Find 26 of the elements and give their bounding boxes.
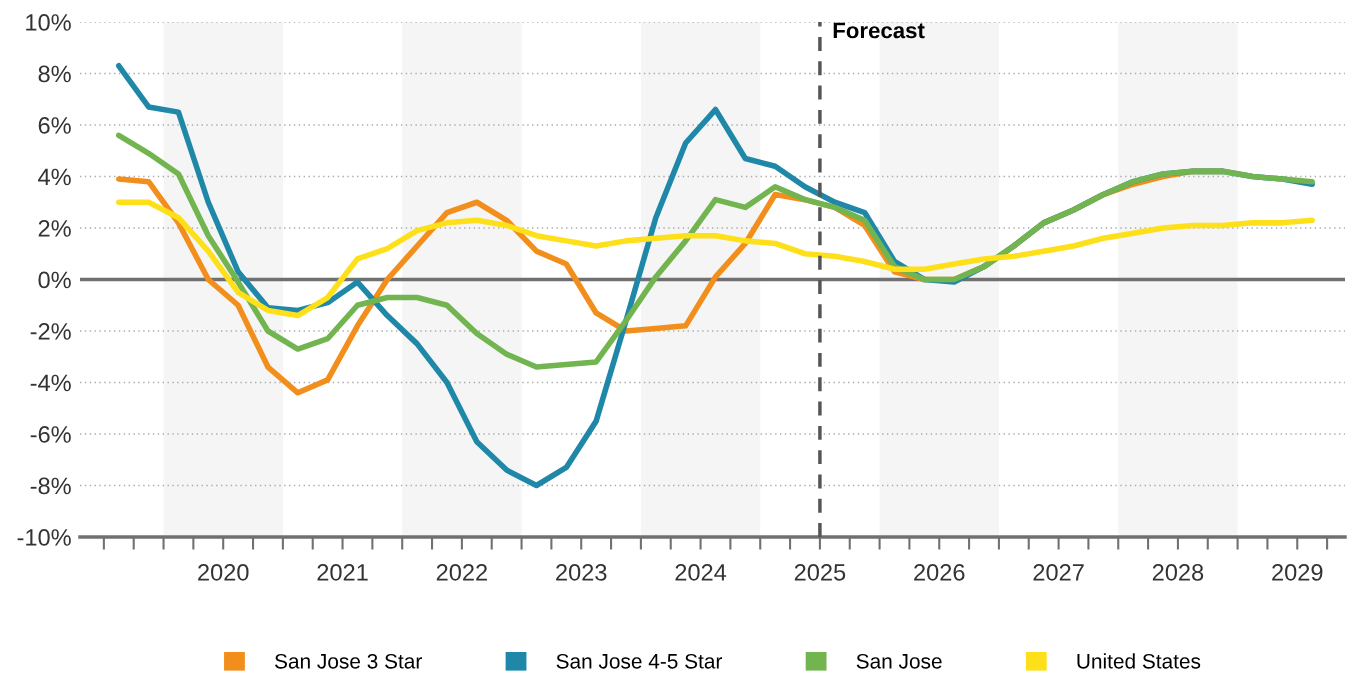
y-tick-label: -4% [30, 374, 71, 392]
ref-line-label: Forecast [833, 22, 925, 39]
y-tick-label: 2% [38, 220, 71, 237]
y-tick-label: 6% [38, 117, 71, 134]
legend-label: San Jose 3 Star [275, 653, 422, 669]
y-tick-label: 4% [38, 168, 71, 186]
x-tick-label: 2020 [198, 564, 249, 581]
x-tick-label: 2024 [675, 564, 727, 581]
y-tick-label: 8% [38, 65, 71, 83]
y-tick-label: 10% [26, 14, 71, 31]
legend-label: United States [1077, 653, 1201, 669]
x-tick-label: 2021 [317, 564, 368, 581]
x-tick-label: 2027 [1033, 564, 1084, 581]
x-tick-label: 2025 [794, 564, 846, 581]
x-tick-label: 2023 [556, 564, 607, 581]
y-tick-label: 0% [38, 271, 71, 289]
x-tick-label: 2022 [436, 564, 487, 581]
x-tick-label: 2026 [914, 564, 965, 581]
x-tick-label: 2028 [1152, 564, 1204, 581]
y-tick-label: -10% [17, 529, 71, 546]
legend-label: San Jose 4-5 Star [556, 653, 723, 669]
y-tick-label: -6% [30, 426, 71, 443]
legend-label: San Jose [856, 653, 942, 669]
x-tick-label: 2029 [1272, 564, 1323, 581]
y-tick-label: -2% [30, 323, 71, 340]
y-tick-label: -8% [30, 477, 71, 495]
